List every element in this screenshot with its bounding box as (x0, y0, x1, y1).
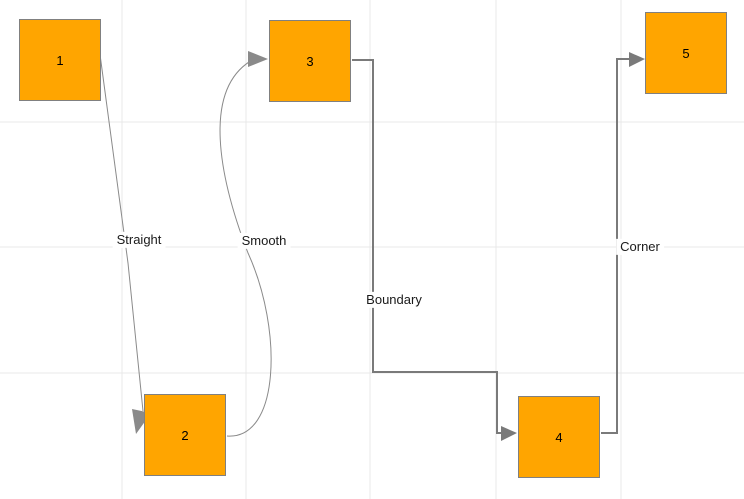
arrowhead-smooth (248, 51, 268, 67)
connector-label-corner[interactable]: Corner (616, 238, 664, 256)
node-4[interactable]: 4 (518, 396, 600, 478)
node-label: 1 (56, 52, 64, 68)
node-1[interactable]: 1 (19, 19, 101, 101)
connector-label-boundary[interactable]: Boundary (362, 291, 426, 309)
arrowhead-corner (629, 52, 645, 67)
connector-boundary[interactable] (352, 59, 503, 434)
node-label: 3 (306, 53, 314, 69)
connector-label-straight[interactable]: Straight (112, 231, 166, 249)
connector-straight[interactable] (98, 46, 144, 412)
connector-smooth[interactable] (219, 58, 272, 437)
arrowhead-boundary (501, 426, 517, 441)
node-3[interactable]: 3 (269, 20, 351, 102)
node-label: 4 (555, 429, 563, 445)
connector-label-smooth[interactable]: Smooth (237, 232, 291, 250)
node-label: 5 (682, 45, 690, 61)
node-2[interactable]: 2 (144, 394, 226, 476)
node-5[interactable]: 5 (645, 12, 727, 94)
node-label: 2 (181, 427, 189, 443)
